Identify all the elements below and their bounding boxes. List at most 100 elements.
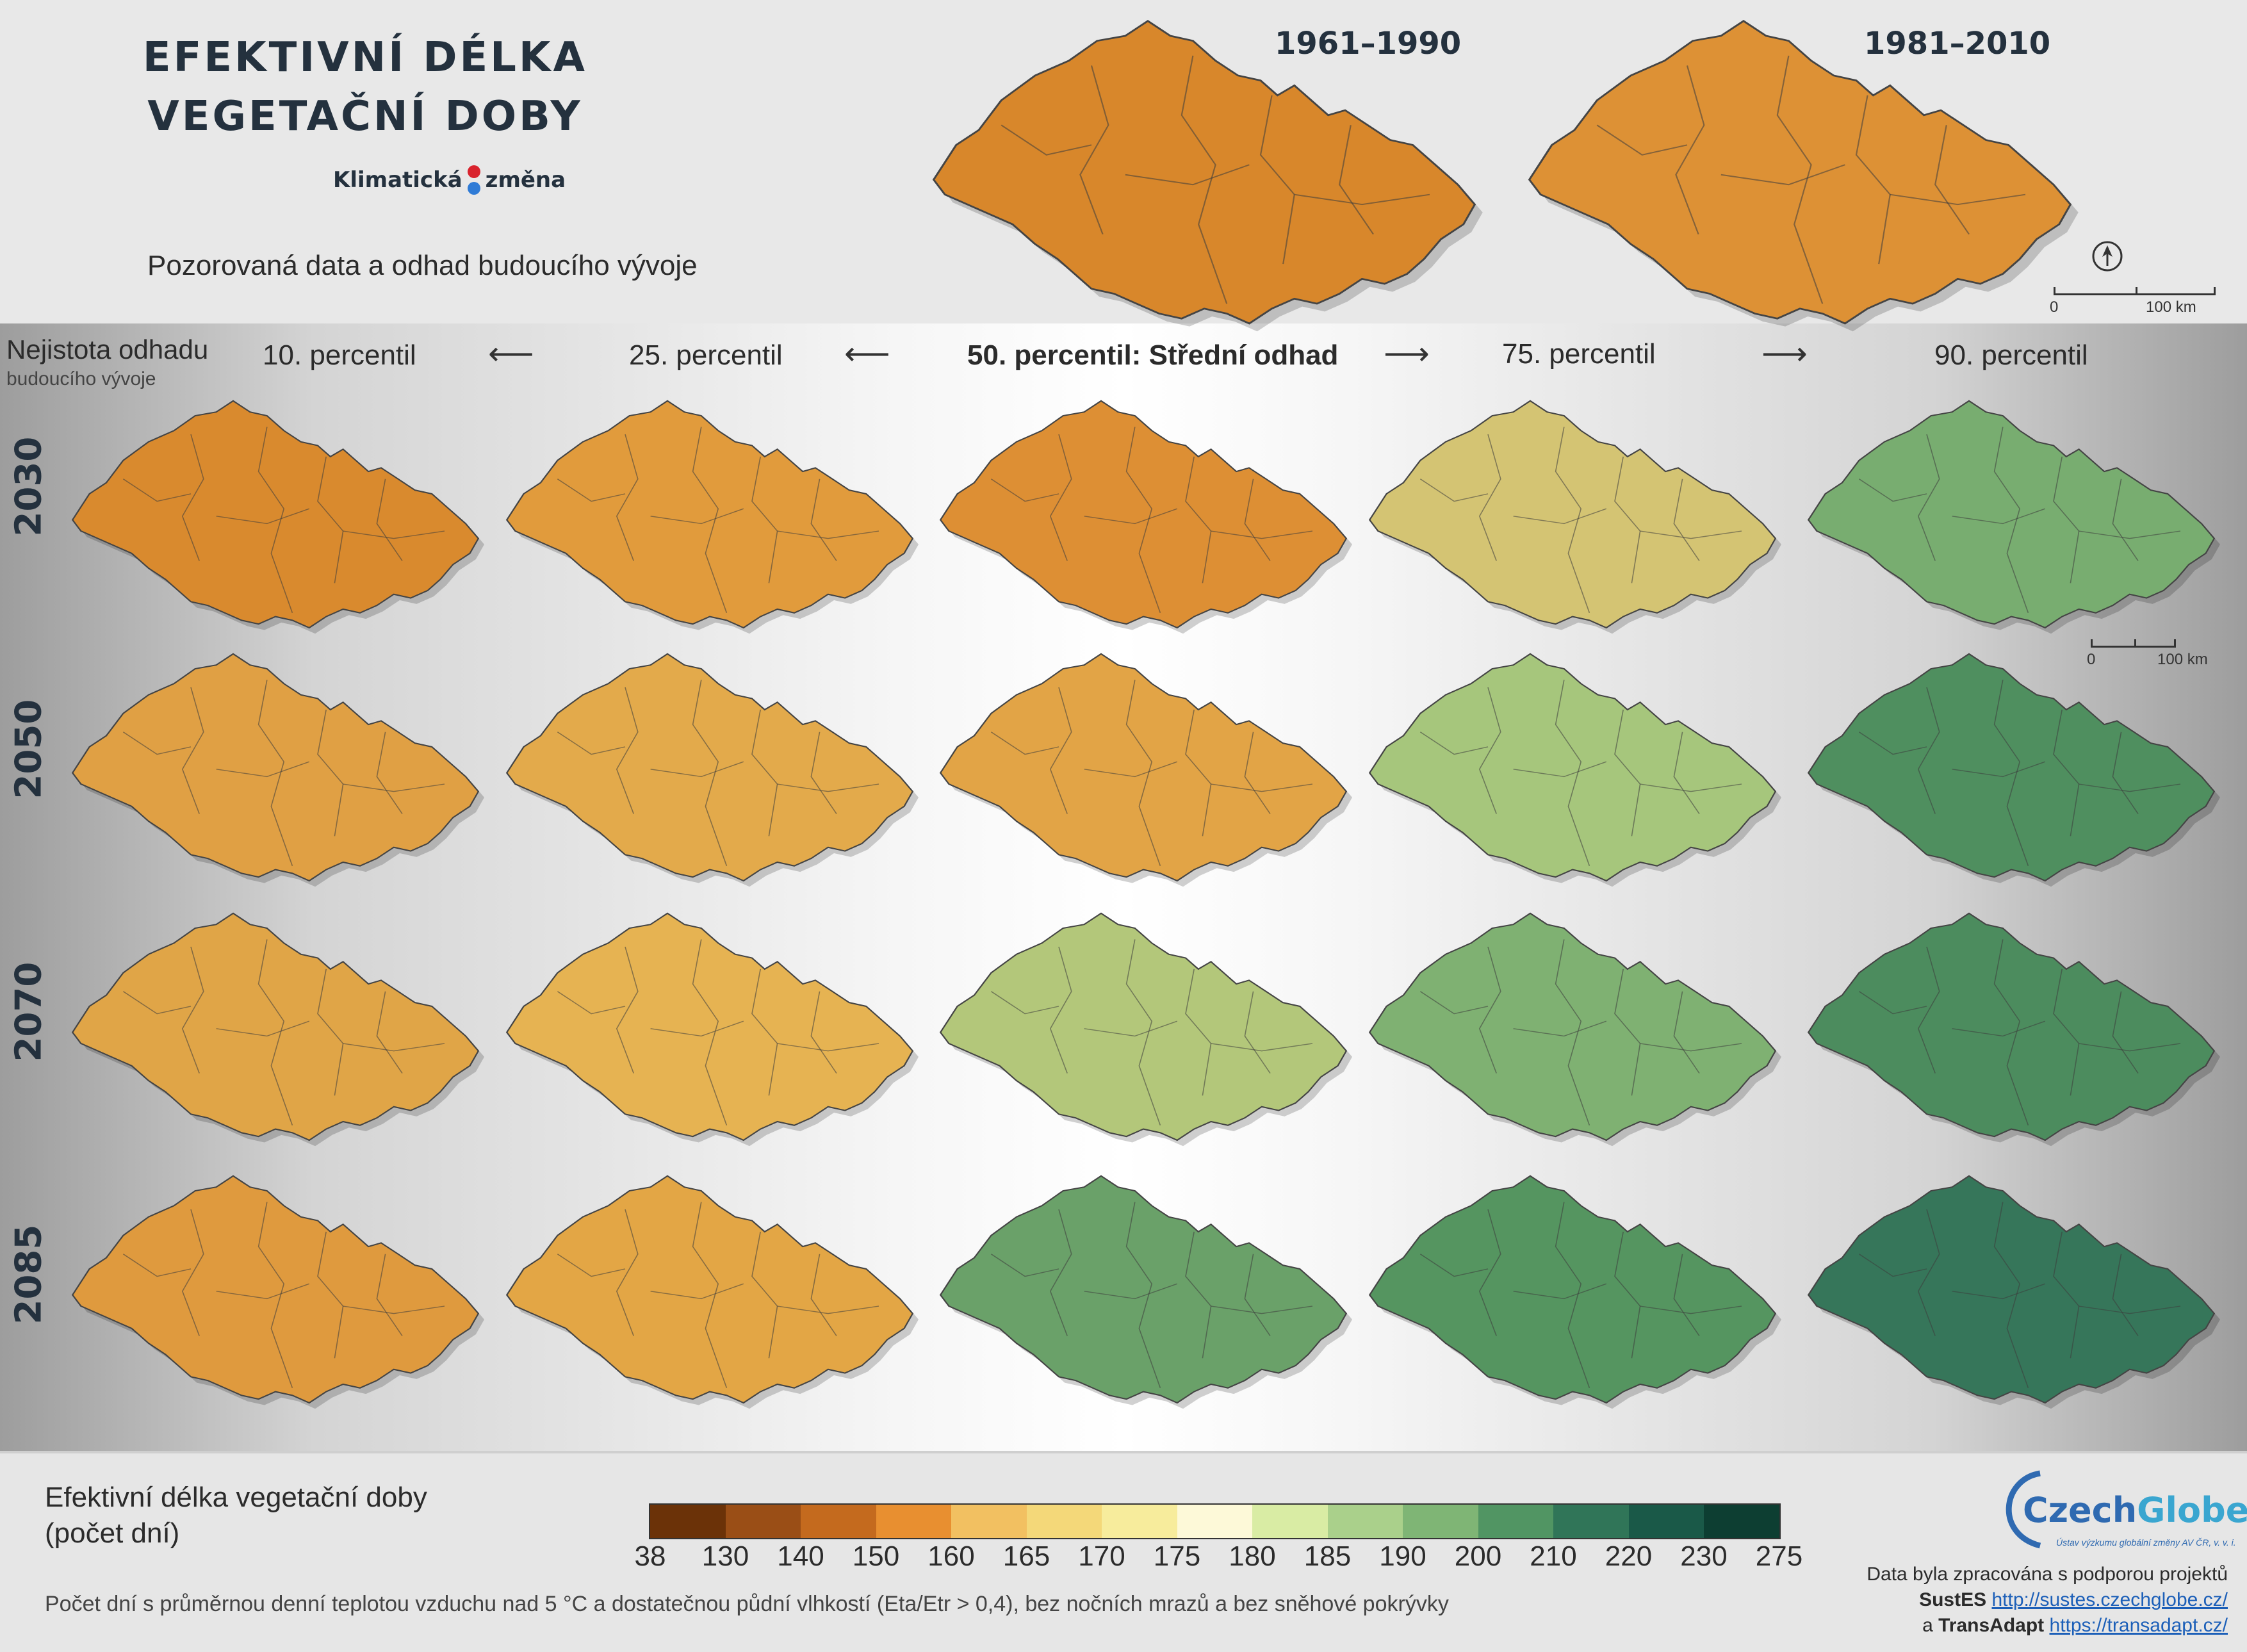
scale-km: 100 km — [2157, 651, 2208, 668]
map-2030-p5 — [1800, 397, 2223, 634]
legend-swatch — [1252, 1505, 1328, 1538]
map-2030-p1 — [64, 397, 487, 634]
legend-swatch — [876, 1505, 951, 1538]
map-2030-p3 — [932, 397, 1355, 634]
legend-swatch — [650, 1505, 726, 1538]
year-label-2030: 2030 — [8, 436, 50, 537]
map-2085-p3 — [932, 1172, 1355, 1409]
legend-tick: 185 — [1303, 1541, 1352, 1572]
map-2050-p3 — [932, 650, 1355, 887]
link-sustes[interactable]: http://sustes.czechglobe.cz/ — [1991, 1589, 2228, 1610]
percentile-90-label: 90. percentil — [1934, 339, 2088, 371]
scale-bar-grid: 0 100 km — [2087, 639, 2247, 671]
legend-tick: 275 — [1755, 1541, 1803, 1572]
logo-text-left: Klimatická — [333, 167, 462, 193]
legend-title-line-1: Efektivní délka vegetační doby — [45, 1482, 427, 1513]
map-2070-p1 — [64, 910, 487, 1147]
map-2050-p2 — [498, 650, 921, 887]
legend-tick: 220 — [1605, 1541, 1653, 1572]
map-1961-1990 — [922, 16, 1486, 332]
legend-tick: 38 — [634, 1541, 666, 1572]
scale-km: 100 km — [2146, 299, 2196, 316]
legend-swatch — [1177, 1505, 1252, 1538]
legend-band — [0, 1451, 2247, 1652]
czechglobe-name: CzechGlobe — [2023, 1490, 2247, 1530]
color-scale-ticks: 38 130 140 150 160 165 170 175 180 185 190 200 210 22… — [0, 1541, 2247, 1579]
legend-swatch — [725, 1505, 801, 1538]
title-line-2: VEGETAČNÍ DOBY — [147, 93, 583, 140]
year-label-2050: 2050 — [8, 699, 50, 799]
percentile-50-label: 50. percentil: Střední odhad — [967, 339, 1339, 371]
legend-swatch — [801, 1505, 876, 1538]
scale-zero: 0 — [2087, 651, 2096, 668]
title-line-1: EFEKTIVNÍ DÉLKA — [142, 34, 588, 81]
legend-tick: 140 — [777, 1541, 824, 1572]
scale-bar-top: 0 100 km — [2050, 287, 2242, 319]
year-label-2070: 2070 — [8, 961, 50, 1062]
map-2050-p5 — [1800, 650, 2223, 887]
arrow-right-icon: ⟶ — [1761, 336, 1808, 372]
period-label-1961: 1961–1990 — [1275, 26, 1462, 61]
map-2030-p2 — [498, 397, 921, 634]
arrow-left-icon: ⟵ — [488, 336, 534, 372]
map-1981-2010 — [1518, 16, 2082, 332]
legend-tick: 180 — [1229, 1541, 1276, 1572]
legend-tick: 230 — [1680, 1541, 1728, 1572]
map-2085-p2 — [498, 1172, 921, 1409]
legend-swatch — [1553, 1505, 1629, 1538]
legend-tick: 190 — [1379, 1541, 1426, 1572]
czechglobe-subtitle: Ústav výzkumu globální změny AV ČR, v. v… — [2056, 1537, 2236, 1548]
credits: Data byla zpracována s podporou projektů… — [1867, 1562, 2228, 1639]
credits-line: Data byla zpracována s podporou projektů — [1867, 1564, 2228, 1585]
period-label-1981: 1981–2010 — [1864, 26, 2051, 61]
map-2085-p4 — [1361, 1172, 1784, 1409]
legend-swatch — [1026, 1505, 1102, 1538]
map-2070-p5 — [1800, 910, 2223, 1147]
logo-text-right: změna — [485, 167, 566, 193]
uncertainty-label: Nejistota odhadu — [6, 334, 209, 364]
map-2070-p2 — [498, 910, 921, 1147]
legend-tick: 150 — [852, 1541, 900, 1572]
legend-title: Efektivní délka vegetační doby (počet dn… — [45, 1480, 427, 1551]
color-scale-bar — [649, 1503, 1781, 1539]
legend-tick: 165 — [1002, 1541, 1050, 1572]
north-arrow-icon — [2091, 240, 2123, 272]
map-2085-p1 — [64, 1172, 487, 1409]
percentile-10-label: 10. percentil — [263, 339, 416, 371]
arrow-right-icon: ⟶ — [1384, 336, 1430, 372]
legend-swatch — [1478, 1505, 1553, 1538]
legend-footnote: Počet dní s průměrnou denní teplotou vzd… — [45, 1592, 1449, 1616]
map-2030-p4 — [1361, 397, 1784, 634]
map-2050-p1 — [64, 650, 487, 887]
legend-swatch — [1403, 1505, 1478, 1538]
subtitle: Pozorovaná data a odhad budoucího vývoje — [147, 250, 698, 281]
legend-swatch — [1628, 1505, 1704, 1538]
map-2070-p4 — [1361, 910, 1784, 1147]
map-2050-p4 — [1361, 650, 1784, 887]
legend-tick: 160 — [927, 1541, 975, 1572]
project-sustes: SustES — [1919, 1589, 1987, 1610]
scale-zero: 0 — [2050, 299, 2059, 316]
legend-tick: 200 — [1454, 1541, 1502, 1572]
project-transadapt: TransAdapt — [1938, 1615, 2045, 1636]
legend-tick: 210 — [1530, 1541, 1577, 1572]
legend-swatch — [1327, 1505, 1403, 1538]
link-transadapt[interactable]: https://transadapt.cz/ — [2049, 1615, 2228, 1636]
percentile-25-label: 25. percentil — [629, 339, 783, 371]
klimaticka-zmena-logo: Klimatická změna — [333, 165, 566, 195]
czechglobe-logo — [1995, 1464, 2226, 1560]
legend-swatch — [951, 1505, 1027, 1538]
legend-swatch — [1704, 1505, 1779, 1538]
legend-tick: 130 — [701, 1541, 749, 1572]
year-label-2085: 2085 — [8, 1224, 50, 1325]
arrow-left-icon: ⟵ — [844, 336, 890, 372]
logo-dots-icon — [467, 165, 480, 195]
uncertainty-sublabel: budoucího vývoje — [6, 368, 156, 389]
legend-tick: 175 — [1153, 1541, 1201, 1572]
legend-swatch — [1102, 1505, 1177, 1538]
legend-tick: 170 — [1078, 1541, 1125, 1572]
map-2070-p3 — [932, 910, 1355, 1147]
legend-title-line-2: (počet dní) — [45, 1517, 180, 1549]
map-2085-p5 — [1800, 1172, 2223, 1409]
percentile-75-label: 75. percentil — [1502, 338, 1656, 370]
